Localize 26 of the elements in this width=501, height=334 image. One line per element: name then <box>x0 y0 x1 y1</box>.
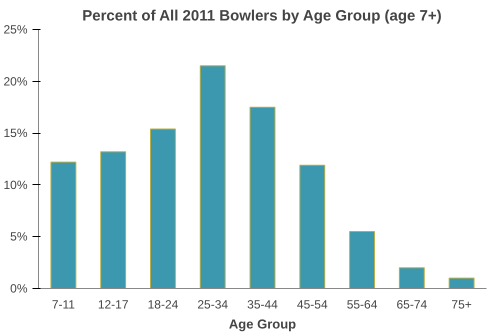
chart-title: Percent of All 2011 Bowlers by Age Group (age 7+) <box>82 8 442 24</box>
x-tick-label: 12-17 <box>98 298 129 312</box>
x-tick-label: 7-11 <box>52 298 76 312</box>
bar <box>150 128 176 288</box>
y-tick-label: 20% <box>3 74 28 88</box>
bar <box>50 162 76 288</box>
bar <box>250 106 276 288</box>
y-tick-label: 10% <box>3 178 28 192</box>
x-tick-label: 18-24 <box>148 298 179 312</box>
x-tick-label: 45-54 <box>296 298 328 312</box>
bar <box>448 278 475 288</box>
y-tick-label: 0% <box>10 282 28 296</box>
x-axis-title: Age Group <box>228 316 296 332</box>
bar <box>349 231 375 288</box>
bar <box>200 65 226 288</box>
bar <box>299 164 326 288</box>
x-tick-label: 25-34 <box>197 298 228 312</box>
y-tick-label: 15% <box>3 126 28 140</box>
x-tick-label: 65-74 <box>396 298 428 312</box>
x-tick-label: 35-44 <box>247 298 278 312</box>
x-tick-label: 55-64 <box>346 298 378 312</box>
x-tick-label: 75+ <box>451 298 472 312</box>
bar <box>100 151 126 288</box>
y-tick-label: 25% <box>3 22 28 36</box>
y-tick-label: 5% <box>10 230 28 244</box>
bar <box>398 267 425 288</box>
